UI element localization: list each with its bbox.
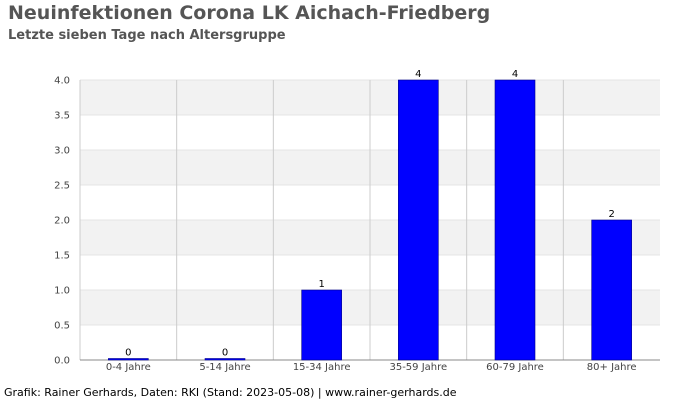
y-tick-label: 1.5 xyxy=(54,251,70,262)
x-tick-label: 60-79 Jahre xyxy=(486,362,544,373)
data-label: 2 xyxy=(608,209,614,220)
y-tick-label: 0.5 xyxy=(54,321,70,332)
bar xyxy=(204,358,246,361)
x-tick-label: 80+ Jahre xyxy=(587,362,637,373)
y-tick-label: 1.0 xyxy=(54,286,70,297)
bar xyxy=(108,358,149,361)
y-tick-label: 4.0 xyxy=(54,76,70,87)
bar xyxy=(591,219,632,361)
bar xyxy=(301,289,342,361)
bar xyxy=(494,79,536,361)
data-label: 4 xyxy=(512,69,518,80)
y-tick-label: 2.5 xyxy=(54,181,70,192)
x-tick-label: 5-14 Jahre xyxy=(199,362,250,373)
x-tick-label: 15-34 Jahre xyxy=(293,362,351,373)
footer-credit: Grafik: Rainer Gerhards, Daten: RKI (Sta… xyxy=(4,386,457,399)
y-tick-label: 2.0 xyxy=(54,216,70,227)
bar xyxy=(398,79,439,361)
chart-title: Neuinfektionen Corona LK Aichach-Friedbe… xyxy=(8,2,491,24)
x-tick-label: 0-4 Jahre xyxy=(106,362,151,373)
y-tick-label: 0.0 xyxy=(54,356,70,367)
data-label: 4 xyxy=(415,69,421,80)
data-label: 0 xyxy=(125,348,131,359)
data-label: 1 xyxy=(318,279,324,290)
y-tick-label: 3.0 xyxy=(54,146,70,157)
chart-subtitle: Letzte sieben Tage nach Altersgruppe xyxy=(8,28,286,43)
y-tick-label: 3.5 xyxy=(54,111,70,122)
x-tick-label: 35-59 Jahre xyxy=(389,362,447,373)
data-label: 0 xyxy=(222,348,228,359)
